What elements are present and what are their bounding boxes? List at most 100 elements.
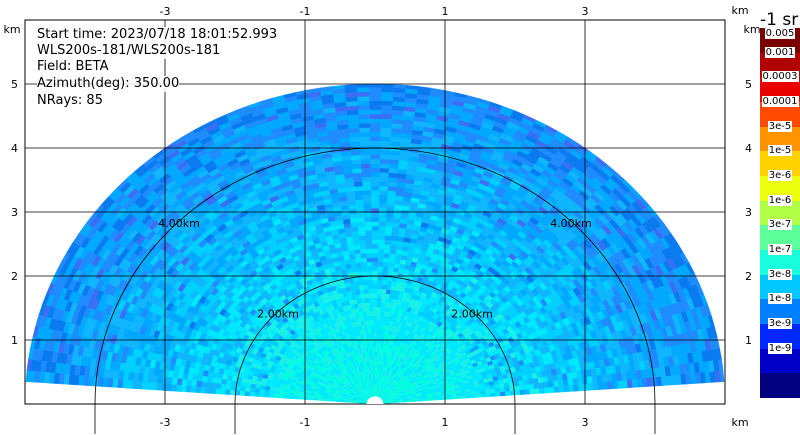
data-cell [200,381,207,388]
data-cell [378,225,386,232]
data-cell [369,140,381,146]
data-cell [365,239,373,245]
data-cell [578,383,585,392]
data-cell [353,248,361,255]
data-cell [371,243,379,249]
data-cell [369,319,374,326]
data-cell [360,149,371,156]
data-cell [379,136,391,142]
data-cell [383,248,391,254]
data-cell [362,279,369,286]
data-cell [371,257,379,263]
data-cell [376,328,380,334]
data-cell [366,266,373,272]
data-cell [360,158,371,164]
data-cell [361,261,368,268]
data-cell [390,235,399,242]
data-cell [378,337,382,344]
data-cell [354,253,362,259]
data-cell [210,382,217,389]
data-cell [361,270,368,277]
data-cell [377,252,384,258]
data-cell [367,279,373,285]
data-cell [384,230,392,236]
data-cell [378,181,389,187]
data-cell [389,293,395,300]
data-cell [224,389,231,395]
data-cell [376,333,380,339]
data-cell [293,395,299,400]
data-cell [379,172,389,178]
data-cell [382,266,389,272]
data-cell [371,248,379,254]
data-cell [312,397,319,401]
data-cell [370,158,380,164]
data-cell [367,284,374,290]
data-cell [378,194,388,200]
data-cell [361,172,371,178]
data-cell [384,226,393,232]
data-cell [151,382,158,391]
data-cell [358,239,366,245]
data-cell [357,221,365,228]
data-cell [219,388,226,395]
data-cell [373,320,377,325]
data-cell [376,288,382,294]
data-cell [372,284,378,289]
data-cell [387,172,398,178]
data-cell [384,302,389,308]
data-cell [384,239,392,245]
data-cell [363,216,372,223]
data-cell [376,297,382,303]
data-cell [239,390,246,396]
data-cell [371,234,379,240]
data-cell [519,389,526,395]
data-cell [378,185,388,191]
data-cell [373,324,377,330]
data-cell [597,381,604,390]
data-cell [385,208,395,214]
data-cell [373,346,377,352]
data-cell [370,163,380,169]
data-cell [377,239,385,245]
data-cell [146,381,153,390]
data-cells [25,83,725,404]
data-cell [369,131,381,137]
data-cell [383,252,390,259]
data-cell [288,395,294,400]
data-cell [389,289,396,295]
data-cell [361,181,372,187]
data-cell [558,385,565,393]
data-cell [283,394,289,399]
data-cell [504,386,511,392]
data-cell [359,243,367,250]
data-cell [518,384,525,391]
data-cell [239,386,246,392]
data-cell [378,198,388,205]
data-cell [373,351,377,357]
data-cell [371,252,379,258]
data-cell [389,136,402,143]
data-cell [364,225,372,232]
data-cell [514,389,521,396]
data-cell [380,306,385,312]
data-cell [185,385,192,393]
data-cell [568,384,575,392]
data-cell [225,384,232,391]
data-cell [356,217,365,223]
data-cell [371,225,379,231]
data-cell [388,298,394,304]
data-cell [358,235,366,241]
data-cell [385,284,392,290]
data-cell [359,293,366,299]
data-cell [351,167,362,174]
data-cell [229,389,236,396]
data-cell [273,394,280,399]
data-cell [379,176,389,182]
data-cell [365,306,370,312]
data-cell [190,386,197,393]
data-cell [156,382,163,391]
data-cell [362,185,372,191]
data-cell [354,257,362,264]
data-cell [387,271,394,277]
